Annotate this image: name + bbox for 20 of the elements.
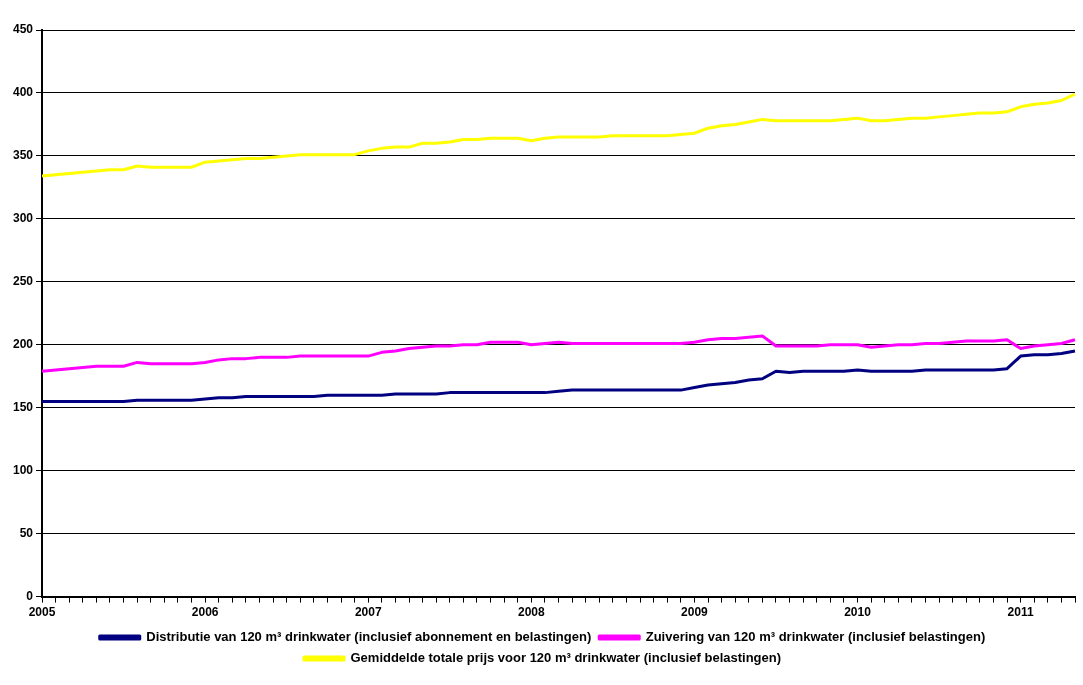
x-tick-label: 2011	[1007, 605, 1034, 620]
y-tick-label: 350	[12, 148, 34, 163]
y-tick-label: 100	[12, 463, 34, 477]
x-tick-label: 2007	[354, 605, 382, 620]
y-tick-label: 250	[12, 274, 34, 289]
y-tick-label: 150	[12, 400, 34, 415]
y-tick-label: 200	[12, 337, 34, 352]
y-tick-label: 50	[19, 525, 34, 540]
y-tick-label: 0	[26, 588, 34, 603]
y-tick-label: 400	[12, 85, 34, 100]
legend-label: Gemiddelde totale prijs voor 120 m³ drinkwater (inclusief belastingen)	[350, 650, 782, 666]
legend-label: Zuivering van 120 m³ drinkwater (inclusief belastingen)	[645, 629, 986, 645]
legend-label: Distributie van 120 m³ drinkwater (inclusief abonnement en belastingen)	[146, 629, 592, 645]
x-tick-label: 2008	[517, 605, 545, 620]
x-tick-label: 2009	[681, 605, 709, 620]
x-tick-label: 2006	[191, 605, 219, 620]
x-tick-label: 2010	[844, 605, 872, 620]
y-tick-label: 300	[12, 211, 34, 226]
y-tick-label: 450	[12, 22, 34, 37]
x-tick-label: 2005	[28, 605, 56, 620]
